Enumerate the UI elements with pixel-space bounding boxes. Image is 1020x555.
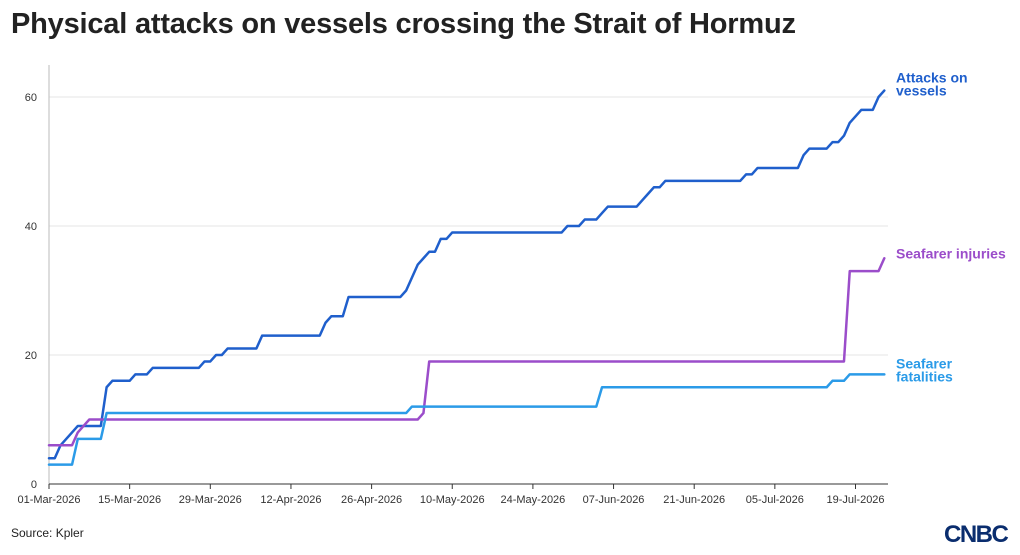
series-label-seafarer-fatalities: fatalities [896, 368, 953, 384]
x-tick-label: 21-Jun-2026 [663, 494, 725, 506]
x-tick-label: 26-Apr-2026 [341, 494, 402, 506]
source-note: Source: Kpler [11, 526, 84, 540]
y-axis: 0 20 40 60 [25, 65, 50, 491]
x-tick-label: 29-Mar-2026 [179, 494, 242, 506]
x-tick-label: 15-Mar-2026 [98, 494, 161, 506]
x-tick-label: 19-Jul-2026 [826, 494, 884, 506]
x-tick-label: 12-Apr-2026 [260, 494, 321, 506]
x-tick-label: 01-Mar-2026 [18, 494, 81, 506]
cnbc-logo: CNBC [944, 521, 1010, 546]
x-tick-label: 05-Jul-2026 [746, 494, 804, 506]
x-tick-label: 24-May-2026 [500, 494, 565, 506]
series-line-seafarer-injuries [47, 257, 886, 447]
logo-wordmark: CNBC [944, 521, 1008, 546]
y-tick-label: 40 [25, 221, 37, 233]
y-tick-label: 20 [25, 350, 37, 362]
y-tick-label: 60 [25, 92, 37, 104]
chart-title: Physical attacks on vessels crossing the… [11, 8, 796, 40]
x-tick-label: 07-Jun-2026 [583, 494, 645, 506]
series-label-attacks-on-vessels: vessels [896, 83, 947, 99]
series-lines [47, 89, 886, 466]
series-line-attacks-on-vessels [47, 89, 886, 460]
y-tick-label: 0 [31, 479, 37, 491]
x-axis: 01-Mar-2026 15-Mar-2026 29-Mar-2026 12-Apr-… [18, 483, 888, 506]
series-label-seafarer-injuries: Seafarer injuries [896, 245, 1006, 261]
series-line-seafarer-fatalities [47, 373, 886, 466]
grid-lines [49, 96, 888, 356]
series-label-attacks-on-vessels: Attacks on [896, 70, 968, 86]
x-tick-label: 10-May-2026 [420, 494, 485, 506]
series-label-seafarer-fatalities: Seafarer [896, 355, 953, 371]
